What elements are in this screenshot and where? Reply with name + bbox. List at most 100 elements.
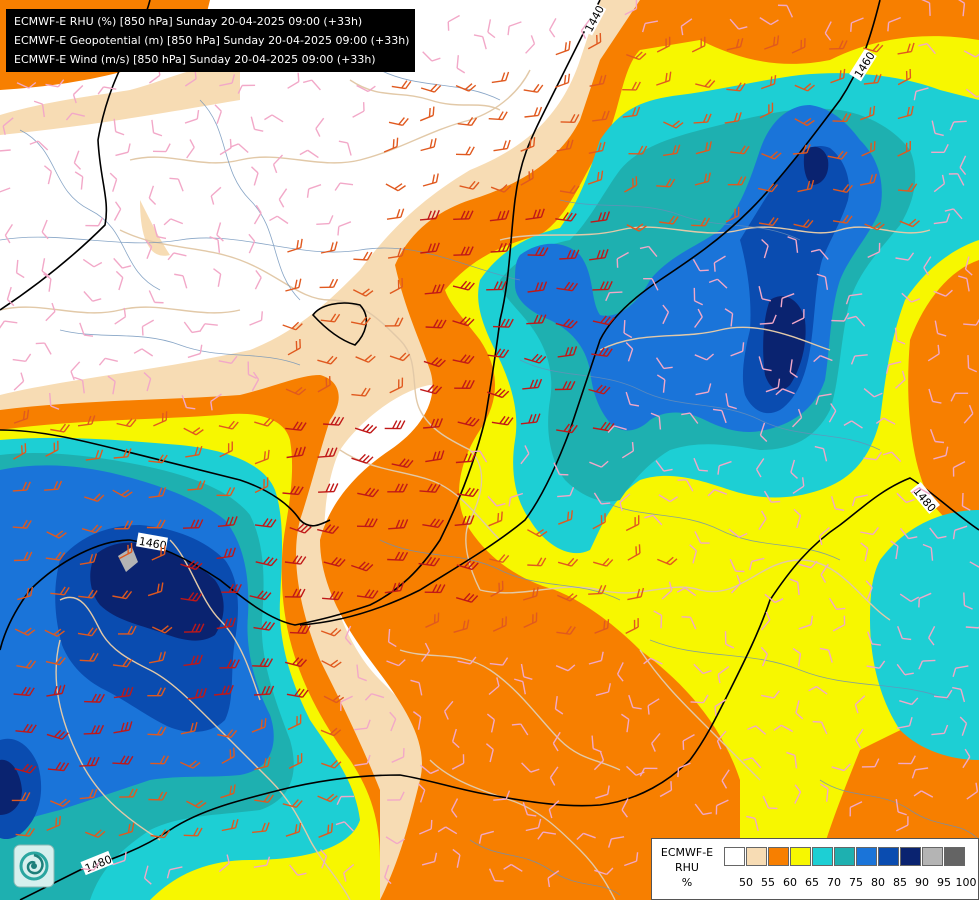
wind-barb (896, 663, 914, 676)
wind-barb (184, 109, 200, 124)
wind-barb (183, 427, 204, 436)
legend-swatch (856, 847, 877, 866)
wind-barb (186, 139, 195, 159)
wind-barb (289, 624, 311, 634)
wind-barb (626, 223, 647, 232)
wind-barb (340, 695, 353, 711)
wind-barb (77, 627, 98, 637)
wind-barb (554, 73, 571, 89)
wind-barb (254, 793, 274, 803)
wind-barb (420, 764, 439, 775)
wind-barb (216, 487, 236, 497)
wind-barb (830, 68, 846, 84)
wind-barb (29, 140, 49, 151)
legend-swatch (900, 847, 921, 866)
wind-barb (84, 493, 105, 502)
wind-barb (899, 527, 918, 540)
wind-barb (758, 510, 767, 530)
wind-barb (13, 372, 25, 391)
wind-barb (488, 511, 503, 527)
wind-barb (386, 659, 406, 667)
legend-swatch (746, 847, 767, 866)
wind-barb (183, 654, 203, 667)
wind-barb (787, 236, 799, 253)
wind-barb (622, 106, 641, 118)
legend-swatch (812, 847, 833, 866)
wind-barb (287, 339, 301, 356)
wind-barb (146, 519, 166, 529)
wind-barb (80, 862, 100, 871)
wind-barb (187, 344, 203, 359)
wind-barb (148, 185, 157, 205)
legend-tick-label: 60 (783, 876, 797, 889)
wind-barb (79, 652, 99, 662)
header-line-rhu: ECMWF-E RHU (%) [850 hPa] Sunday 20-04-2… (14, 15, 363, 28)
wind-barb (929, 429, 945, 444)
wind-barb (677, 479, 694, 492)
wind-barb (514, 678, 526, 695)
legend-tick-label: 50 (739, 876, 753, 889)
wind-barb (764, 593, 784, 604)
wind-barb (147, 582, 164, 597)
wind-barb (792, 144, 811, 155)
wind-barb (867, 242, 881, 259)
wind-barb (282, 321, 303, 331)
river-line (469, 839, 621, 896)
wind-barb (819, 647, 833, 663)
wind-barb (97, 86, 117, 95)
wind-barb (391, 748, 405, 763)
wind-barb (829, 40, 848, 50)
wind-barb (217, 729, 238, 739)
wind-barb (780, 293, 795, 308)
wind-barb (950, 392, 969, 402)
wind-barb (588, 384, 611, 395)
wind-barb (153, 411, 168, 427)
wind-barb (150, 755, 170, 765)
wind-barb (643, 277, 659, 291)
wind-barb (694, 353, 715, 361)
wind-barb (693, 287, 703, 306)
wind-barb (286, 688, 309, 698)
wind-barb (897, 182, 918, 193)
wind-barb (861, 758, 880, 768)
wind-barb (284, 555, 307, 565)
wind-barb (491, 415, 514, 426)
wind-barb (962, 748, 971, 769)
wind-barb (251, 718, 267, 733)
wind-barb (250, 116, 264, 132)
wind-barb (656, 374, 666, 393)
wind-barb (213, 684, 234, 696)
wind-barb (0, 149, 11, 152)
wind-barb (777, 4, 794, 18)
wind-barb (759, 314, 777, 325)
wind-barb (758, 217, 779, 227)
wind-barb (453, 619, 470, 633)
wind-barb (815, 393, 832, 405)
wind-barb (855, 728, 864, 749)
wind-barb (43, 273, 52, 292)
wind-barb (452, 354, 475, 364)
wind-barb (659, 215, 679, 225)
wind-barb (639, 245, 658, 258)
wind-barb (317, 793, 338, 803)
wind-barb (490, 184, 512, 193)
wind-barb (287, 238, 303, 253)
border-line (55, 639, 161, 841)
border-line (59, 596, 351, 900)
wind-barb (934, 320, 947, 337)
wind-barb (641, 20, 659, 33)
wind-barb (761, 239, 769, 259)
wind-barb (520, 169, 534, 186)
wind-barb (389, 377, 404, 394)
legend-tick-label: 65 (805, 876, 819, 889)
wind-barb (219, 74, 236, 87)
wind-barb (247, 361, 257, 379)
wind-barb (214, 104, 222, 124)
wind-barb (726, 82, 746, 92)
wind-barb (813, 355, 833, 363)
river-line (19, 129, 161, 291)
wind-barb (927, 344, 940, 362)
wind-barb (384, 864, 392, 885)
wind-barb (843, 420, 863, 429)
